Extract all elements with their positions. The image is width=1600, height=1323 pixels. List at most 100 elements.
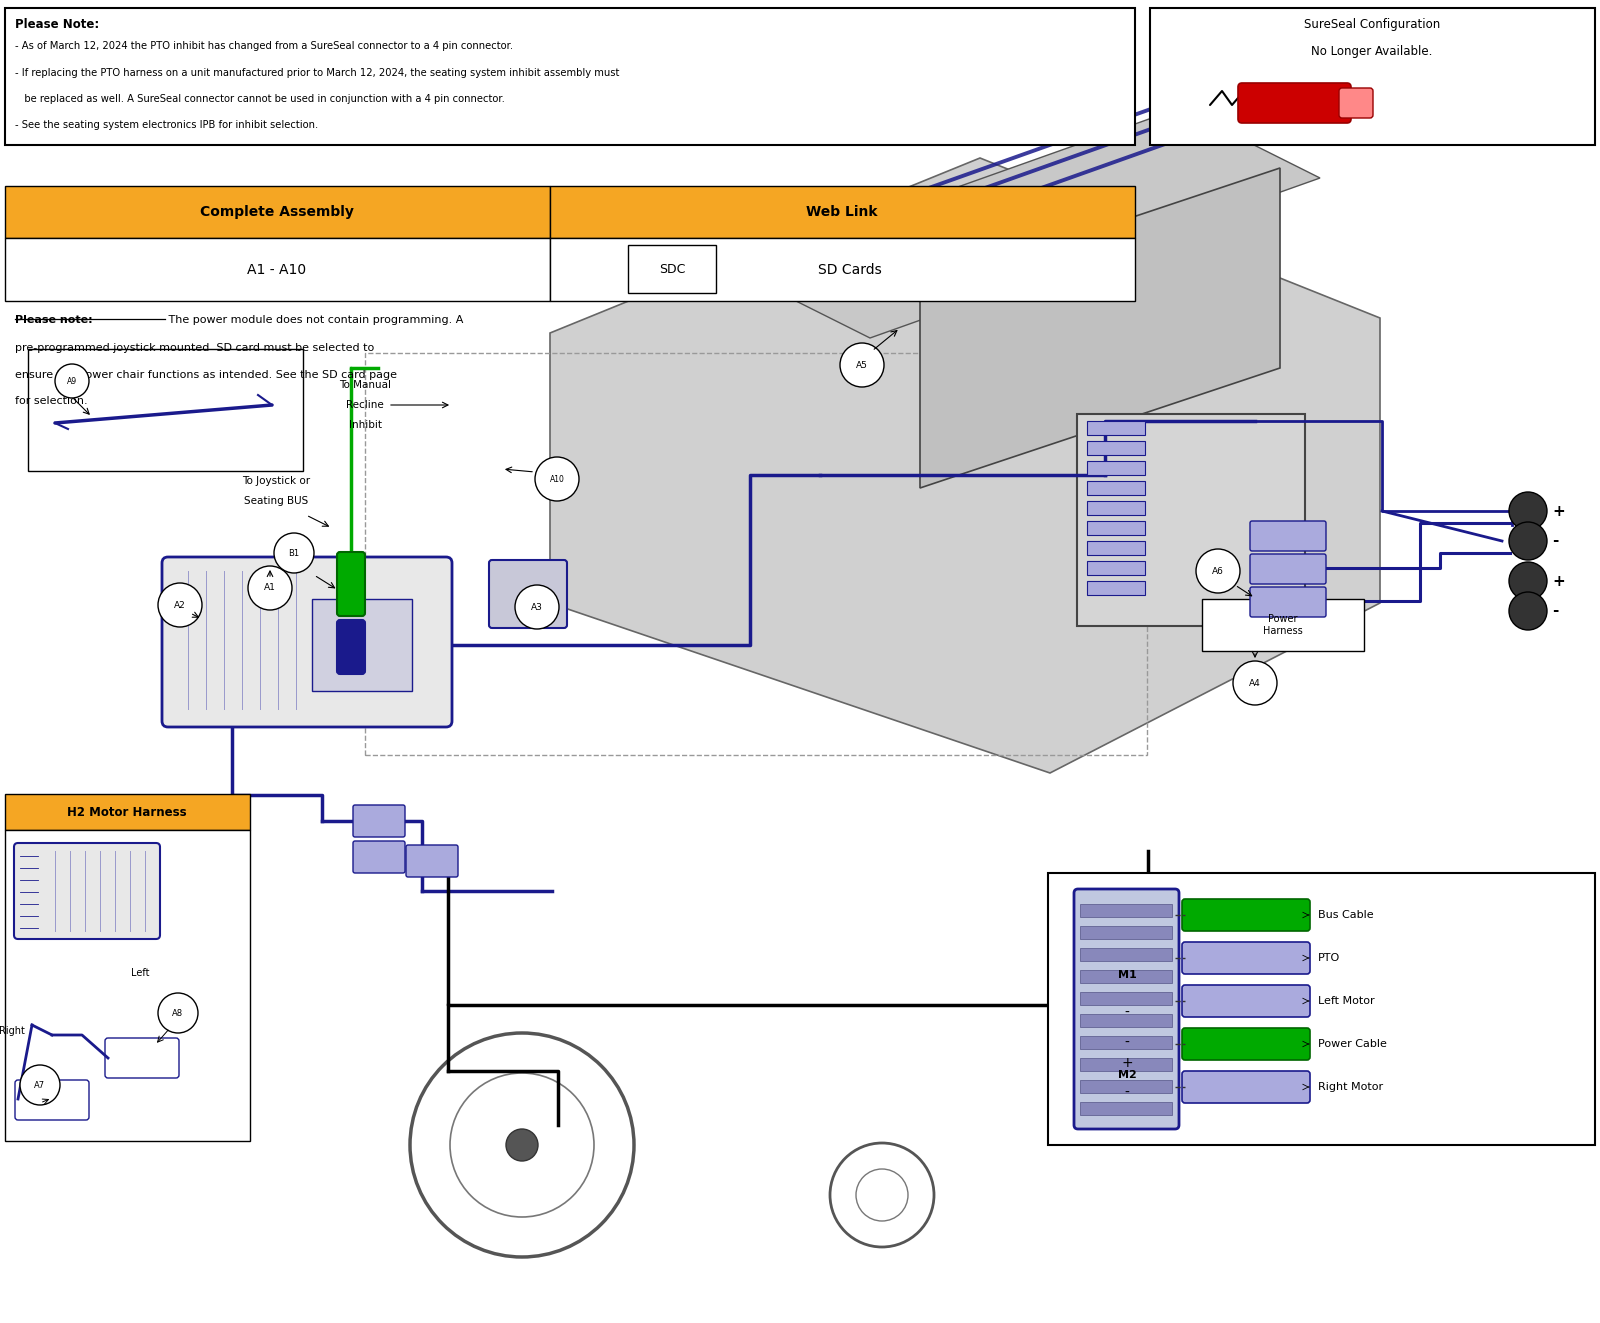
FancyBboxPatch shape: [1250, 521, 1326, 550]
FancyBboxPatch shape: [1182, 942, 1310, 974]
Text: Power Cable: Power Cable: [1318, 1039, 1387, 1049]
Text: A4: A4: [1250, 679, 1261, 688]
Circle shape: [19, 1065, 61, 1105]
Bar: [1086, 421, 1146, 435]
Text: ensure the power chair functions as intended. See the SD card page: ensure the power chair functions as inte…: [14, 369, 397, 380]
Polygon shape: [730, 108, 1320, 337]
Bar: [5, 8, 1134, 146]
Text: Please note:: Please note:: [14, 315, 93, 325]
Text: be replaced as well. A SureSeal connector cannot be used in conjunction with a 4: be replaced as well. A SureSeal connecto…: [14, 94, 506, 105]
Bar: [1080, 949, 1171, 960]
Text: M2: M2: [1118, 1070, 1136, 1080]
Bar: [550, 238, 1134, 302]
Text: A5: A5: [856, 360, 867, 369]
Text: Please Note:: Please Note:: [14, 19, 99, 30]
Bar: [1086, 521, 1146, 534]
Text: No Longer Available.: No Longer Available.: [1312, 45, 1432, 58]
Circle shape: [1234, 662, 1277, 705]
Text: SureSeal Configuration: SureSeal Configuration: [1304, 19, 1440, 30]
Bar: [1086, 501, 1146, 515]
Text: B1: B1: [288, 549, 299, 557]
Text: Inhibit: Inhibit: [349, 419, 381, 430]
Text: Bus Cable: Bus Cable: [1318, 910, 1374, 919]
Circle shape: [515, 585, 558, 628]
FancyBboxPatch shape: [1182, 986, 1310, 1017]
FancyBboxPatch shape: [338, 552, 365, 617]
Circle shape: [1197, 549, 1240, 593]
Text: for selection.: for selection.: [14, 396, 88, 406]
Bar: [1086, 581, 1146, 595]
Circle shape: [274, 533, 314, 573]
Bar: [1086, 460, 1146, 475]
Text: -: -: [1552, 603, 1558, 618]
Text: -: -: [1125, 1036, 1130, 1050]
Circle shape: [1509, 523, 1547, 560]
FancyBboxPatch shape: [354, 841, 405, 873]
FancyBboxPatch shape: [162, 557, 451, 728]
Circle shape: [899, 241, 910, 253]
Circle shape: [158, 583, 202, 627]
Bar: [1086, 561, 1146, 576]
Polygon shape: [920, 168, 1280, 488]
Bar: [365, 353, 1147, 755]
Text: H2 Motor Harness: H2 Motor Harness: [67, 806, 187, 819]
Text: A7: A7: [35, 1081, 45, 1090]
Circle shape: [912, 265, 925, 277]
FancyBboxPatch shape: [1182, 1028, 1310, 1060]
FancyBboxPatch shape: [1250, 587, 1326, 617]
Text: -: -: [1552, 533, 1558, 549]
Text: +: +: [1552, 504, 1565, 519]
Bar: [1086, 441, 1146, 455]
Text: A2: A2: [174, 601, 186, 610]
Bar: [1080, 904, 1171, 917]
FancyBboxPatch shape: [1074, 889, 1179, 1129]
Text: Seating BUS: Seating BUS: [243, 496, 309, 505]
Bar: [550, 187, 1134, 238]
Bar: [1150, 8, 1595, 146]
Text: -: -: [1125, 1005, 1130, 1020]
FancyBboxPatch shape: [1077, 414, 1306, 626]
FancyBboxPatch shape: [1182, 900, 1310, 931]
Bar: [1086, 541, 1146, 556]
Text: A3: A3: [531, 602, 542, 611]
Bar: [1080, 970, 1171, 983]
FancyBboxPatch shape: [106, 1039, 179, 1078]
Text: To Joystick or: To Joystick or: [242, 476, 310, 486]
Bar: [1080, 1036, 1171, 1049]
FancyBboxPatch shape: [14, 1080, 90, 1121]
Circle shape: [912, 217, 925, 229]
Circle shape: [54, 364, 90, 398]
Circle shape: [158, 994, 198, 1033]
Circle shape: [248, 566, 291, 610]
FancyBboxPatch shape: [1182, 1072, 1310, 1103]
Bar: [1080, 926, 1171, 939]
Text: - As of March 12, 2024 the PTO inhibit has changed from a SureSeal connector to : - As of March 12, 2024 the PTO inhibit h…: [14, 41, 514, 52]
FancyBboxPatch shape: [354, 804, 405, 837]
Text: A8: A8: [173, 1008, 184, 1017]
FancyBboxPatch shape: [1339, 89, 1373, 118]
Text: To Manual: To Manual: [339, 380, 390, 390]
Text: Web Link: Web Link: [806, 205, 878, 220]
Bar: [1086, 482, 1146, 495]
Text: A1 - A10: A1 - A10: [248, 262, 307, 277]
FancyBboxPatch shape: [406, 845, 458, 877]
Text: M1: M1: [1118, 970, 1136, 980]
FancyBboxPatch shape: [1250, 554, 1326, 583]
Text: SDC: SDC: [659, 263, 685, 277]
Circle shape: [534, 456, 579, 501]
Text: Complete Assembly: Complete Assembly: [200, 205, 354, 220]
Circle shape: [840, 343, 883, 388]
Text: A10: A10: [549, 475, 565, 483]
Bar: [1080, 1013, 1171, 1027]
Circle shape: [1509, 591, 1547, 630]
Text: A6: A6: [1213, 566, 1224, 576]
Bar: [5, 794, 250, 830]
Text: - See the seating system electronics IPB for inhibit selection.: - See the seating system electronics IPB…: [14, 120, 318, 131]
Text: The power module does not contain programming. A: The power module does not contain progra…: [165, 315, 464, 325]
Bar: [1202, 599, 1363, 651]
Text: Recline: Recline: [346, 400, 384, 410]
Text: pre-programmed joystick mounted  SD card must be selected to: pre-programmed joystick mounted SD card …: [14, 343, 374, 353]
FancyBboxPatch shape: [14, 843, 160, 939]
Text: Power
Harness: Power Harness: [1262, 614, 1302, 636]
Bar: [1080, 992, 1171, 1005]
